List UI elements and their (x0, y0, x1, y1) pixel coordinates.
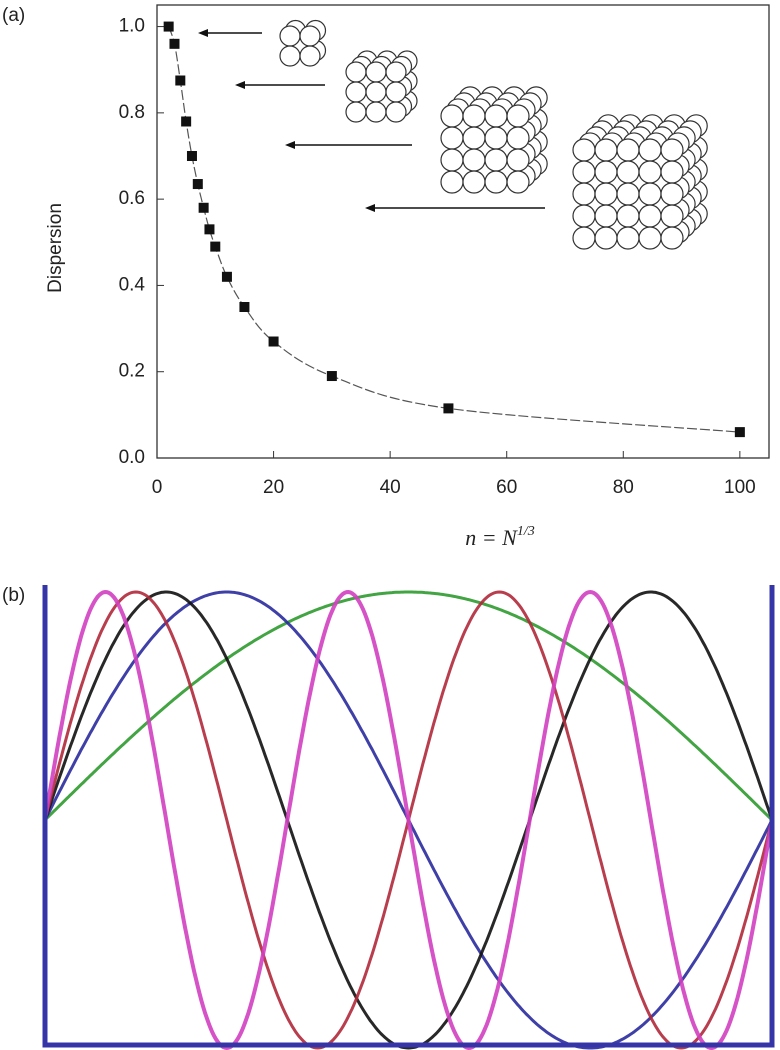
atom (594, 160, 618, 184)
atom (462, 104, 486, 128)
atom (462, 148, 486, 172)
x-tick-label: 100 (724, 477, 756, 498)
cluster-illustrations (198, 19, 708, 250)
atom (616, 138, 640, 162)
atom (660, 138, 684, 162)
atom (638, 138, 662, 162)
atom (484, 126, 508, 150)
y-axis-label: Dispersion (45, 203, 66, 293)
atom (365, 101, 387, 123)
atom (616, 204, 640, 228)
atom (594, 204, 618, 228)
atom (594, 226, 618, 250)
atom (279, 25, 301, 47)
atom (440, 126, 464, 150)
atom (572, 204, 596, 228)
data-point (186, 151, 197, 161)
atom (345, 81, 367, 103)
atom (385, 61, 407, 83)
data-point (221, 271, 232, 282)
atom (616, 160, 640, 184)
data-point (734, 427, 745, 438)
atom (594, 182, 618, 206)
x-tick-label: 0 (152, 477, 163, 498)
atom (506, 126, 530, 150)
x-tick-label: 80 (613, 477, 634, 498)
arrow-head (198, 29, 208, 37)
x-label-base: n = N (465, 525, 518, 550)
panel-label: (a) (2, 5, 25, 26)
atom (279, 45, 301, 67)
x-tick-label: 60 (496, 477, 517, 498)
arrow-head (365, 204, 375, 212)
x-tick-label: 40 (380, 477, 401, 498)
atom (484, 104, 508, 128)
atom (660, 204, 684, 228)
atom (638, 204, 662, 228)
data-point (204, 224, 215, 235)
atom (440, 104, 464, 128)
standing-wave (43, 589, 774, 1050)
atom (572, 160, 596, 184)
atom (506, 148, 530, 172)
atom (616, 226, 640, 250)
data-point (443, 403, 454, 414)
atom (462, 126, 486, 150)
atom (660, 182, 684, 206)
data-point (163, 21, 174, 32)
atom (572, 182, 596, 206)
data-point (326, 371, 337, 382)
data-point (169, 38, 180, 49)
data-point (175, 75, 186, 86)
atom (638, 160, 662, 184)
atom (365, 81, 387, 103)
y-tick-label: 1.0 (119, 16, 145, 37)
panel-label: (b) (2, 585, 25, 606)
atom (660, 226, 684, 250)
atom (385, 101, 407, 123)
data-point (198, 202, 209, 213)
atom (660, 160, 684, 184)
arrow-head (285, 141, 295, 149)
atom (385, 81, 407, 103)
y-tick-label: 0.4 (119, 274, 146, 295)
atom (462, 170, 486, 194)
atom (299, 45, 321, 67)
data-point (268, 336, 279, 347)
x-tick-label: 20 (263, 477, 284, 498)
box-frame (42, 585, 775, 1048)
atom (616, 182, 640, 206)
atom (506, 170, 530, 194)
atom (365, 61, 387, 83)
y-tick-label: 0.8 (119, 102, 145, 123)
y-tick-label: 0.6 (119, 188, 145, 209)
y-tick-label: 0.0 (119, 447, 145, 468)
x-label-exponent: 1/3 (517, 524, 535, 539)
atom (638, 226, 662, 250)
data-point (181, 116, 192, 127)
standing-wave (43, 590, 774, 822)
data-point (239, 302, 250, 312)
atom (299, 25, 321, 47)
atom (345, 61, 367, 83)
x-axis-label: n = N1/3 (465, 524, 534, 550)
atom (484, 148, 508, 172)
atom (506, 104, 530, 128)
atom (345, 101, 367, 123)
plot-frame (156, 4, 770, 459)
data-point (192, 179, 203, 190)
y-tick-label: 0.2 (119, 361, 145, 382)
standing-wave (43, 590, 774, 1050)
atom (572, 226, 596, 250)
atom (638, 182, 662, 206)
atom (440, 170, 464, 194)
atom (594, 138, 618, 162)
atom (572, 138, 596, 162)
atom (440, 148, 464, 172)
arrow-head (235, 81, 245, 89)
data-point (210, 241, 221, 252)
atom (484, 170, 508, 194)
